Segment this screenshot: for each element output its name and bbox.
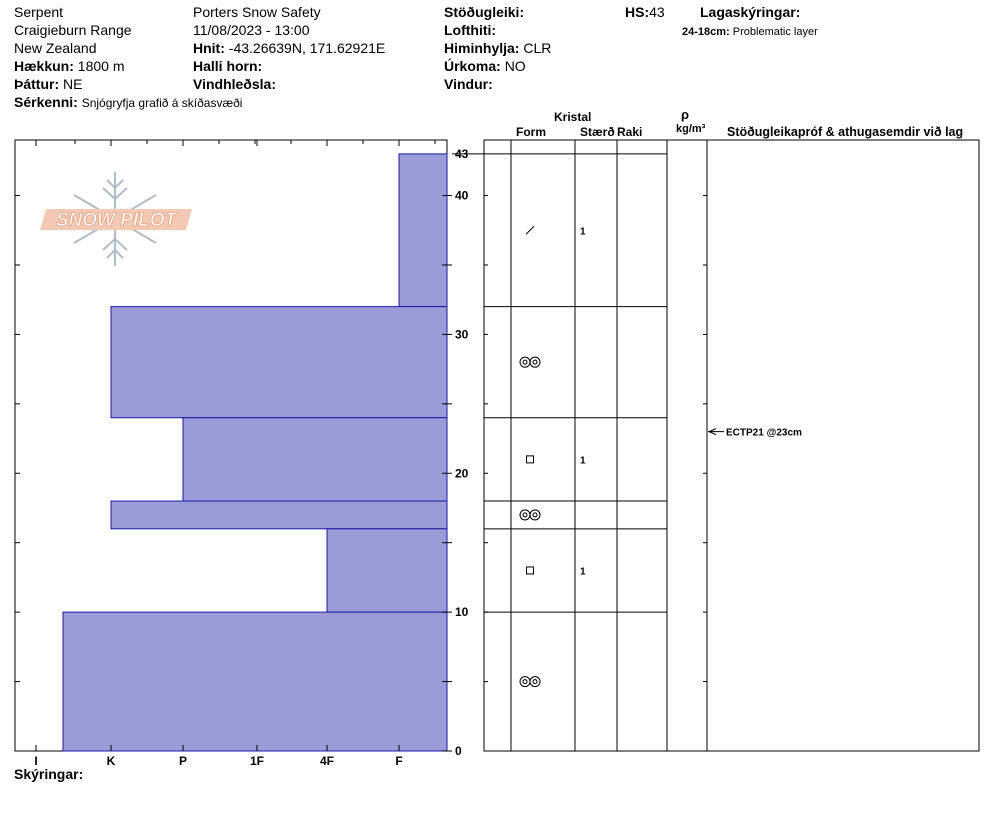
depth-label: 20 — [455, 466, 469, 480]
coordinates-value: -43.26639N, 171.62921E — [228, 40, 386, 56]
grain-inner — [532, 512, 538, 518]
slope-angle-label: Halli horn: — [193, 58, 263, 74]
precip-label: Úrkoma: — [444, 58, 501, 74]
precip-field: Úrkoma: NO — [444, 58, 526, 75]
elevation-value: 1800 m — [77, 58, 125, 74]
test-label: ECTP21 @23cm — [726, 428, 802, 439]
faceted-crystal-icon — [526, 455, 534, 464]
sky-field: Himinhylja: CLR — [444, 40, 551, 57]
snowpilot-logo: SNOW PILOT — [40, 172, 192, 266]
stability-tests: ECTP21 @23cm — [707, 428, 802, 439]
features-value: Snjógryfja grafið á skíðasvæði — [81, 96, 243, 110]
rounded-grains-icon — [519, 356, 541, 368]
hardness-tick-label: F — [395, 754, 402, 768]
grain-inner — [522, 359, 528, 365]
crystal-header: Kristal — [554, 110, 592, 124]
grain-outer — [519, 356, 531, 368]
faceted-crystal-icon — [526, 566, 534, 575]
coordinates-label: Hnit: — [193, 40, 225, 56]
sky-value: CLR — [523, 40, 552, 56]
precip-value: NO — [504, 58, 526, 74]
hardness-tick-label: P — [179, 754, 187, 768]
logo-text: SNOW PILOT — [56, 210, 178, 231]
organization: Porters Snow Safety — [193, 4, 321, 20]
coordinates-field: Hnit: -43.26639N, 171.62921E — [193, 40, 385, 57]
hardness-tick-label: 1F — [250, 754, 264, 768]
rounded-grains-icon — [519, 509, 541, 521]
size-header: Stærð — [580, 125, 615, 139]
grain-outer — [529, 509, 541, 521]
hardness-bar-4 — [326, 528, 448, 613]
hardness-bar-3 — [110, 500, 448, 530]
grain-outer — [529, 356, 541, 368]
depth-label: 0 — [455, 744, 462, 758]
notes-label: Skýringar: — [14, 766, 84, 782]
air-temp-label: Lofthiti: — [444, 22, 497, 38]
layer-notes-label: Lagaskýringar: — [700, 4, 801, 20]
grain-inner — [532, 679, 538, 685]
depth-label: 10 — [455, 605, 469, 619]
elevation-label: Hækkun: — [14, 58, 74, 74]
grain-inner — [522, 679, 528, 685]
rho-symbol: ρ — [681, 107, 690, 122]
layer-rows: 1 1 1 — [484, 225, 667, 688]
form-header: Form — [516, 125, 546, 139]
hardness-tick-label: I — [34, 754, 37, 768]
crystal-slash-icon — [525, 225, 535, 235]
hardness-bars — [62, 153, 448, 752]
elevation-field: Hækkun: 1800 m — [14, 58, 125, 75]
mountain-range: Craigieburn Range — [14, 22, 132, 38]
hs-value: 43 — [649, 4, 665, 20]
grain-outer — [529, 676, 541, 688]
grain-outer — [519, 676, 531, 688]
grain-inner — [522, 512, 528, 518]
hardness-tick-label: K — [107, 754, 116, 768]
grain-size-label: 1 — [580, 566, 586, 577]
snowpilot-wordmark: SNOW PILOT — [40, 209, 192, 231]
density-unit: kg/m³ — [676, 123, 706, 135]
hs-label: HS: — [625, 4, 650, 20]
wind-label: Vindur: — [444, 76, 493, 92]
aspect-value: NE — [63, 76, 83, 92]
rounded-grains-icon — [519, 676, 541, 688]
hardness-bar-5 — [62, 611, 448, 752]
aspect-field: Þáttur: NE — [14, 76, 82, 93]
hardness-bar-1 — [110, 306, 448, 419]
hardness-bar-2 — [182, 417, 448, 502]
layer-note: 24-18cm: Problematic layer — [682, 24, 818, 41]
grain-outer — [519, 509, 531, 521]
moisture-header: Raki — [617, 125, 643, 139]
tests-header: Stöðugleikapróf & athugasemdir við lag — [727, 125, 964, 139]
grain-size-label: 1 — [580, 226, 586, 237]
wind-loading-label: Vindhleðsla: — [193, 76, 276, 92]
sky-label: Himinhylja: — [444, 40, 520, 56]
snow-height-field: HS:43 — [625, 4, 665, 21]
stability-label: Stöðugleiki: — [444, 4, 525, 20]
layer-table-frame — [483, 139, 980, 752]
depth-label: 40 — [455, 189, 469, 203]
features-label: Sérkenni: — [14, 94, 78, 110]
country: New Zealand — [14, 40, 97, 56]
aspect-label: Þáttur: — [14, 76, 60, 92]
layer-note-text: Problematic layer — [732, 26, 818, 38]
grain-size-label: 1 — [580, 455, 586, 466]
grain-inner — [532, 359, 538, 365]
layer-note-range: 24-18cm: — [682, 26, 730, 38]
depth-label: 30 — [455, 327, 469, 341]
test-arrow-head-icon — [707, 428, 717, 436]
hardness-bar-0 — [398, 153, 448, 308]
features-field: Sérkenni: Snjógryfja grafið á skíðasvæði — [14, 94, 242, 112]
location-name: Serpent — [14, 4, 64, 20]
observation-datetime: 11/08/2023 - 13:00 — [193, 22, 310, 38]
hardness-tick-label: 4F — [320, 754, 334, 768]
layer-table — [483, 139, 980, 752]
hardness-axis: I K P 1F 4F F — [34, 140, 436, 768]
